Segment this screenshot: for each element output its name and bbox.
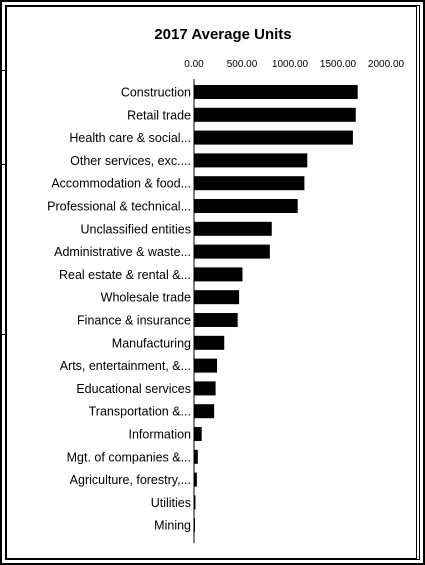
category-label: Mgt. of companies &... — [67, 450, 191, 464]
bar — [194, 130, 353, 145]
bar — [194, 335, 225, 350]
bar — [194, 381, 216, 396]
bar — [194, 495, 196, 510]
edge-mark — [0, 164, 6, 165]
category-label: Construction — [121, 86, 191, 100]
bar — [194, 449, 198, 464]
category-label: Manufacturing — [112, 336, 191, 350]
bar — [194, 427, 202, 441]
bar — [194, 176, 305, 191]
bar — [194, 85, 358, 99]
category-label: Unclassified entities — [81, 222, 191, 236]
category-label: Wholesale trade — [101, 291, 191, 305]
bar — [194, 267, 243, 282]
category-label: Transportation &... — [89, 405, 191, 419]
bar — [194, 244, 270, 259]
bar — [194, 313, 238, 327]
x-axis-ticks: 0.00 500.00 1000.00 1500.00 2000.00 — [184, 59, 404, 70]
bar — [194, 199, 298, 213]
x-tick-label: 1500.00 — [320, 59, 357, 70]
x-tick-label: 500.00 — [227, 59, 258, 70]
category-label: Arts, entertainment, &... — [60, 359, 191, 373]
category-label: Finance & insurance — [77, 314, 191, 328]
edge-mark — [0, 334, 6, 335]
bar-series — [194, 85, 358, 533]
bar-chart: 2017 Average Units 0.00 500.00 1000.00 1500… — [47, 26, 405, 543]
category-label: Professional & technical... — [47, 200, 191, 214]
x-tick-label: 1000.00 — [272, 59, 309, 70]
bar — [194, 290, 240, 305]
category-label: Educational services — [76, 382, 191, 396]
x-tick-label: 2000.00 — [368, 59, 405, 70]
x-tick-label: 0.00 — [184, 59, 204, 70]
edge-mark — [0, 70, 6, 71]
chart-area: 2017 Average Units 0.00 500.00 1000.00 1500… — [6, 6, 417, 559]
category-label: Mining — [154, 519, 191, 533]
bar — [194, 404, 215, 419]
bar — [194, 107, 356, 122]
category-label: Other services, exc.... — [70, 154, 191, 168]
bar — [194, 221, 272, 236]
bar — [194, 358, 218, 373]
category-label: Health care & social... — [69, 131, 191, 145]
category-labels: Construction Retail trade Health care & so… — [47, 86, 191, 533]
category-label: Utilities — [151, 496, 191, 510]
bar — [194, 472, 197, 487]
category-label: Real estate & rental &... — [59, 268, 191, 282]
category-label: Retail trade — [127, 108, 191, 122]
category-label: Administrative & waste... — [54, 245, 191, 259]
category-label: Accommodation & food... — [51, 177, 191, 191]
category-label: Agriculture, forestry,... — [70, 473, 191, 487]
chart-title: 2017 Average Units — [154, 26, 291, 43]
bar — [194, 153, 308, 168]
chart-inner-border — [5, 5, 420, 560]
category-label: Information — [128, 428, 191, 442]
